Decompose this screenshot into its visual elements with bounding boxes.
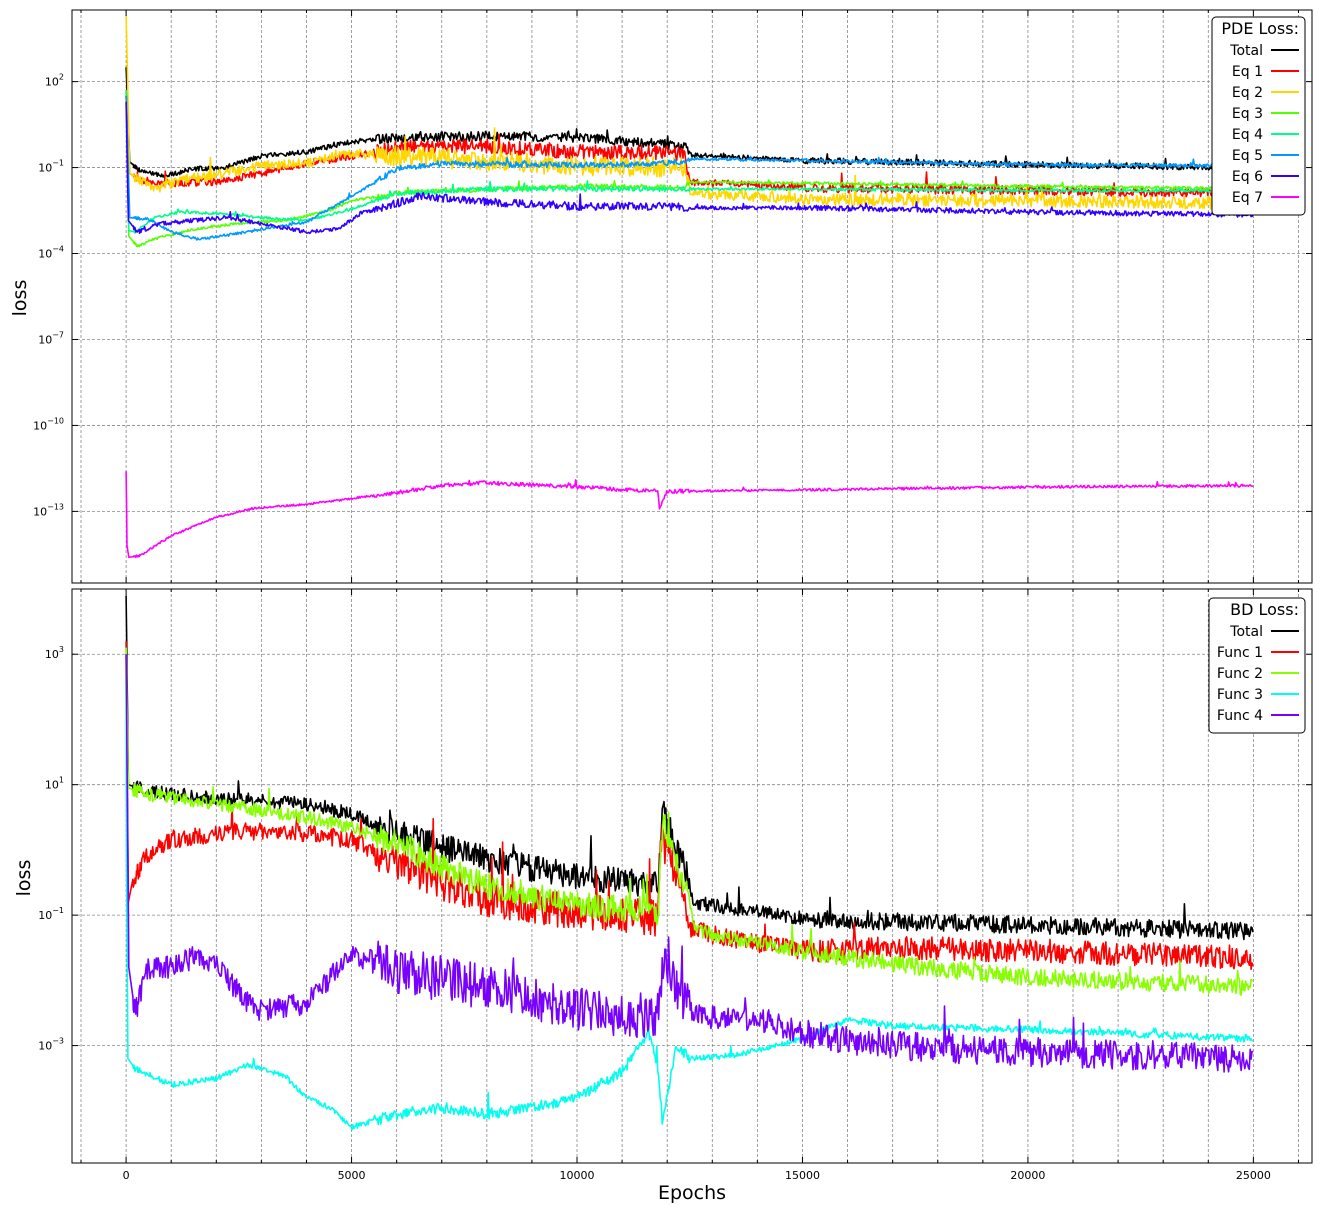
pde-loss-panel: 102 10−1 10−4 10−7 10−10 10−13 loss PDE Loss:… — [9, 9, 1313, 584]
legend-entry-label: Func 1 — [1217, 645, 1263, 661]
y-tick-label: 101 — [45, 776, 64, 792]
legend-title: PDE Loss: — [1221, 19, 1299, 38]
legend-entry-label: Func 4 — [1217, 708, 1263, 724]
x-tick-label: 20000 — [1010, 1169, 1045, 1182]
legend-box — [1211, 16, 1306, 216]
legend-entry-label: Eq 7 — [1232, 190, 1263, 206]
x-tick-label: 25000 — [1236, 1169, 1271, 1182]
legend-entry-label: Eq 4 — [1232, 127, 1263, 143]
y-tick-label: 10−13 — [33, 502, 64, 518]
series-line-func-4 — [125, 654, 1253, 1073]
series-line-eq-1 — [125, 95, 1254, 199]
y-tick-label: 10−3 — [38, 1037, 64, 1053]
legend-entry-label: Eq 2 — [1232, 85, 1263, 101]
series-line-eq-2 — [125, 15, 1254, 211]
series-line-eq-7 — [125, 471, 1254, 559]
legend-entry-label: Func 3 — [1217, 687, 1263, 703]
y-tick-label: 102 — [45, 73, 64, 89]
x-ticks: 0 5000 10000 15000 20000 25000 — [80, 589, 1299, 1182]
series-line-func-1 — [125, 641, 1254, 970]
series-line-func-3 — [125, 654, 1254, 1131]
series-line-eq-5 — [125, 95, 1254, 241]
plot-frame — [71, 588, 1313, 1164]
plot-frame — [71, 9, 1313, 584]
legend-entry-label: Total — [1229, 43, 1263, 59]
x-tick-label: 15000 — [785, 1169, 820, 1182]
y-axis-label: loss — [9, 280, 31, 317]
x-tick-label: 10000 — [560, 1169, 595, 1182]
y-tick-label: 10−10 — [33, 416, 64, 432]
x-tick-label: 5000 — [338, 1169, 366, 1182]
x-axis-label: Epochs — [658, 1182, 726, 1204]
series-group — [125, 595, 1254, 1131]
legend: PDE Loss: Total Eq 1 Eq 2 Eq 3 Eq 4 Eq 5 Eq 6 Eq… — [1211, 16, 1306, 216]
legend-entry-label: Total — [1229, 624, 1263, 640]
y-axis-label: loss — [13, 860, 35, 897]
y-tick-label: 10−1 — [38, 906, 64, 922]
y-ticks: 102 10−1 10−4 10−7 10−10 10−13 — [33, 73, 1312, 518]
series-line-eq-6 — [125, 101, 1254, 235]
y-tick-label: 10−4 — [38, 245, 64, 261]
series-group — [125, 15, 1254, 559]
legend-entry-label: Eq 6 — [1232, 169, 1263, 185]
legend-entry-label: Eq 1 — [1232, 64, 1263, 80]
legend-entry-label: Eq 3 — [1232, 106, 1263, 122]
legend-entry-label: Eq 5 — [1232, 148, 1263, 164]
grid — [72, 589, 1312, 1163]
legend-title: BD Loss: — [1230, 600, 1299, 619]
y-tick-label: 10−1 — [38, 159, 64, 175]
grid — [72, 10, 1312, 583]
x-tick-label: 0 — [123, 1169, 130, 1182]
legend: BD Loss: Total Func 1 Func 2 Func 3 Func 4 — [1208, 597, 1306, 734]
series-line-total — [125, 595, 1254, 941]
series-line-func-2 — [125, 647, 1254, 996]
x-ticks — [80, 10, 1299, 583]
legend-entry-label: Func 2 — [1217, 666, 1263, 682]
y-ticks: 103 101 10−1 10−3 — [38, 645, 1312, 1053]
y-tick-label: 103 — [45, 645, 64, 661]
series-line-eq-4 — [125, 90, 1254, 234]
bd-loss-panel: 103 101 10−1 10−3 0 5000 10000 15000 20000 25000… — [13, 588, 1313, 1182]
y-tick-label: 10−7 — [38, 330, 64, 346]
